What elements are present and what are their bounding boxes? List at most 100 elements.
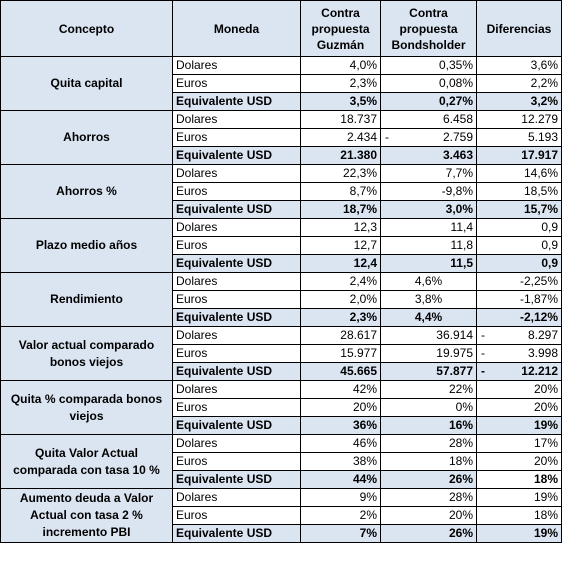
guzman-cell-value: 4,0% [349, 58, 377, 72]
diferencias-cell-value: -1,87% [519, 292, 558, 306]
currency-cell: Euros [172, 236, 301, 255]
table-row: Plazo medio años Dolares 12,3 11,4 0,9 [0, 218, 562, 273]
concept-cell: Valor actual comparado bonos viejos [0, 326, 173, 381]
diferencias-cell-value: 3,6% [530, 58, 558, 72]
diferencias-cell: 5.193 [476, 128, 562, 147]
guzman-cell-value: 20% [352, 400, 377, 414]
guzman-cell: 15.977 [300, 344, 381, 363]
bondsholder-cell-value: 26% [448, 472, 473, 486]
diferencias-cell-value: 5.193 [527, 130, 558, 144]
currency-cell: Euros [172, 182, 301, 201]
table-row: Quita % comparada bonos viejos Dolares 42%… [0, 380, 562, 435]
bondsholder-cell-value: 28% [448, 436, 473, 450]
bondsholder-cell: 26% [380, 470, 477, 489]
diferencias-cell: -2,25% [476, 272, 562, 291]
bondsholder-cell: 20% [380, 506, 477, 525]
diferencias-cell: 12.279 [476, 110, 562, 129]
guzman-cell-value: 2,4% [349, 274, 377, 288]
guzman-cell-value: 12,7 [353, 238, 377, 252]
currency-cell: Equivalente USD [172, 470, 301, 489]
concept-cell: Rendimiento [0, 272, 173, 327]
diferencias-cell-value: 18,5% [523, 184, 558, 198]
bondsholder-cell-value: 4,4% [414, 310, 443, 324]
bondsholder-cell-value: 3,8% [414, 292, 443, 306]
diferencias-cell: 0,9 [476, 254, 562, 273]
guzman-cell-value: 2% [359, 508, 377, 522]
bondsholder-cell: 0,35% [380, 56, 477, 75]
table-row: Ahorros % Dolares 22,3% 7,7% 14,6% [0, 164, 562, 219]
guzman-cell-value: 8,7% [349, 184, 377, 198]
bondsholder-cell-value: 11,8 [450, 238, 473, 252]
guzman-cell: 2,3% [300, 74, 381, 93]
table-row-total: Equivalente USD 45.665 57.877- 12.212 [1, 362, 562, 381]
diferencias-cell-value: 19% [533, 418, 558, 432]
diferencias-cell: 17.917 [476, 146, 562, 165]
bondsholder-cell: 6.458 [380, 110, 477, 129]
currency-cell: Dolares [172, 218, 301, 237]
diferencias-cell: -1,87% [476, 290, 562, 309]
diferencias-cell-value: 8.297 [527, 328, 558, 342]
guzman-cell: 46% [300, 434, 381, 453]
bondsholder-cell: 0,27% [380, 92, 477, 111]
bondsholder-cell-value: 28% [448, 490, 473, 504]
diferencias-cell-value: 12.279 [521, 112, 558, 126]
guzman-cell: 44% [300, 470, 381, 489]
bondsholder-cell-value: 18% [448, 454, 473, 468]
bondsholder-cell: 3,0% [380, 200, 477, 219]
diferencias-cell: 19% [476, 488, 562, 507]
diferencias-cell-value: 19% [533, 526, 558, 540]
header-diferencias: Diferencias [476, 0, 562, 57]
guzman-cell: 18.737 [300, 110, 381, 129]
bondsholder-cell: -9,8% [380, 182, 477, 201]
currency-cell: Equivalente USD [172, 524, 301, 543]
concept-cell: Quita % comparada bonos viejos [0, 380, 173, 435]
guzman-cell: 3,5% [300, 92, 381, 111]
guzman-cell: 2.434 [300, 128, 381, 147]
negative-sign: - [481, 346, 485, 360]
guzman-cell-value: 28.617 [340, 328, 377, 342]
bondsholder-cell: 18% [380, 452, 477, 471]
header-bondsholder: Contra propuesta Bondsholder [380, 0, 477, 57]
table-row-total: Equivalente USD 12,4 11,5 0,9 [1, 254, 562, 273]
diferencias-cell: 0,9 [476, 236, 562, 255]
guzman-cell-value: 36% [352, 418, 377, 432]
guzman-cell: 9% [300, 488, 381, 507]
diferencias-cell: 14,6% [476, 164, 562, 183]
guzman-cell-value: 9% [359, 490, 377, 504]
table-row: Euros 38% 18% 20% [1, 452, 562, 471]
bondsholder-cell-value: 3,0% [445, 202, 473, 216]
bondsholder-cell-value: 0,35% [438, 58, 473, 72]
guzman-cell-value: 2,0% [349, 292, 377, 306]
bondsholder-cell-value: 4,6% [414, 274, 443, 288]
concept-cell: Plazo medio años [0, 218, 173, 273]
guzman-cell: 28.617 [300, 326, 381, 345]
diferencias-cell: - 3.998 [476, 344, 562, 363]
bondsholder-cell-value: -9,8% [441, 184, 473, 198]
diferencias-cell-value: 2,2% [530, 76, 558, 90]
header-concepto: Concepto [0, 0, 173, 57]
bondsholder-cell: 0% [380, 398, 477, 417]
diferencias-cell: 20% [476, 452, 562, 471]
bondsholder-cell-value: 0,08% [438, 76, 473, 90]
concept-cell: Ahorros [0, 110, 173, 165]
currency-cell: Euros [172, 344, 301, 363]
guzman-cell-value: 44% [352, 472, 377, 486]
diferencias-cell-value: 20% [533, 400, 558, 414]
guzman-cell-value: 45.665 [340, 364, 377, 378]
diferencias-cell: 3,6% [476, 56, 562, 75]
diferencias-cell-value: 19% [533, 490, 558, 504]
guzman-cell-value: 22,3% [342, 166, 377, 180]
diferencias-cell: - 12.212 [476, 362, 562, 381]
guzman-cell-value: 2,3% [349, 310, 377, 324]
guzman-cell: 7% [300, 524, 381, 543]
diferencias-cell-value: 12.212 [521, 364, 558, 378]
table-row-total: Equivalente USD 36% 16% 19% [1, 416, 562, 435]
diferencias-cell: 0,9 [476, 218, 562, 237]
concept-cell: Quita capital [0, 56, 173, 111]
bondsholder-cell: 57.877 [380, 362, 477, 381]
table-row: Quita capital Dolares 4,0% 0,35% 3,6% [0, 56, 562, 111]
currency-cell: Dolares [172, 488, 301, 507]
guzman-cell: 45.665 [300, 362, 381, 381]
guzman-cell-value: 21.380 [340, 148, 377, 162]
bondsholder-cell: 3.463 [380, 146, 477, 165]
